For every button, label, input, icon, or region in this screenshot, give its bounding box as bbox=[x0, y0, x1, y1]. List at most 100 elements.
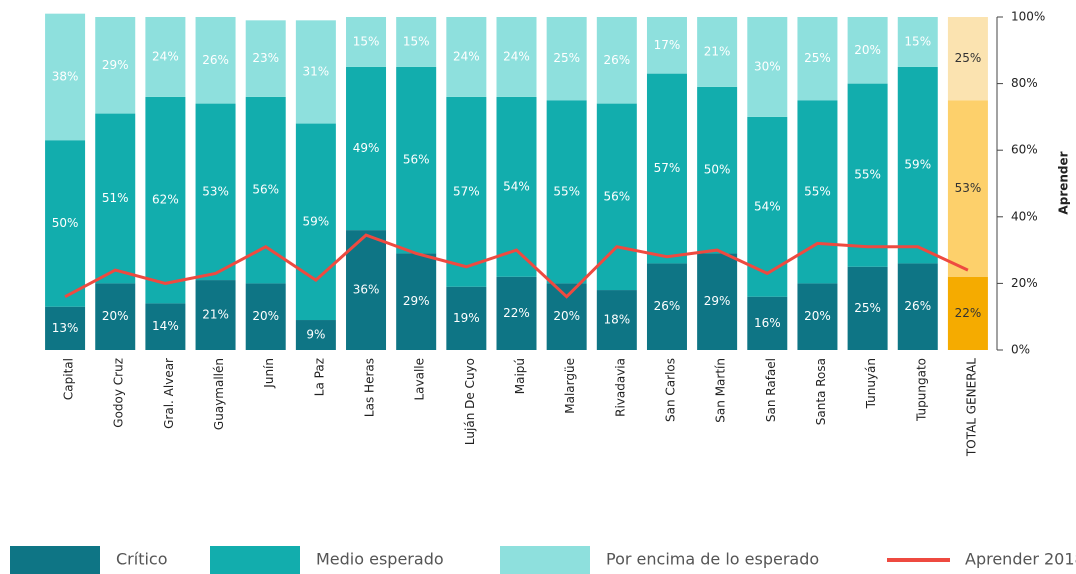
data-label: 20% bbox=[252, 309, 279, 323]
bar-segment bbox=[947, 276, 988, 350]
bar-segment bbox=[145, 96, 186, 304]
data-label: 26% bbox=[603, 53, 630, 67]
x-tick-label: Las Heras bbox=[363, 358, 377, 417]
bar-segment bbox=[496, 17, 537, 97]
bar-segment bbox=[797, 17, 838, 101]
data-label: 56% bbox=[603, 189, 630, 203]
x-tick-label: San Carlos bbox=[663, 358, 677, 422]
bar-segment bbox=[546, 283, 587, 350]
data-label: 20% bbox=[854, 43, 881, 57]
bar-segment bbox=[847, 83, 888, 267]
legend-swatch bbox=[10, 546, 100, 574]
y-tick-label: 80% bbox=[1011, 76, 1038, 90]
data-label: 15% bbox=[904, 34, 931, 48]
x-tick-label: TOTAL GENERAL bbox=[964, 358, 978, 457]
data-label: 26% bbox=[202, 53, 229, 67]
bar-segment bbox=[596, 290, 637, 350]
data-label: 24% bbox=[453, 49, 480, 63]
bar-segment bbox=[697, 86, 738, 254]
data-label: 25% bbox=[804, 51, 831, 65]
data-label: 24% bbox=[152, 49, 179, 63]
x-tick-label: San Martín bbox=[714, 358, 728, 423]
data-label: 51% bbox=[102, 191, 129, 205]
bar-segment bbox=[897, 66, 938, 264]
legend-swatch bbox=[210, 546, 300, 574]
data-label: 21% bbox=[202, 308, 229, 322]
data-label: 59% bbox=[303, 214, 330, 228]
data-label: 15% bbox=[403, 34, 430, 48]
x-tick-label: Guaymallén bbox=[212, 358, 226, 430]
bar-segment bbox=[496, 276, 537, 350]
data-label: 50% bbox=[52, 216, 79, 230]
y-tick-label: 60% bbox=[1011, 143, 1038, 157]
bar-segment bbox=[446, 286, 487, 350]
data-label: 36% bbox=[353, 283, 380, 297]
x-tick-label: Gral. Alvear bbox=[162, 358, 176, 429]
y-tick-label: 20% bbox=[1011, 276, 1038, 290]
x-tick-label: Maipú bbox=[513, 358, 527, 394]
bar-segment bbox=[596, 17, 637, 104]
legend-label: Medio esperado bbox=[316, 550, 444, 569]
bar-segment bbox=[95, 113, 136, 284]
bar-segment bbox=[45, 306, 86, 350]
x-tick-label: Tupungato bbox=[914, 358, 928, 422]
bar-segment bbox=[346, 17, 387, 67]
data-label: 20% bbox=[553, 309, 580, 323]
data-label: 15% bbox=[353, 34, 380, 48]
line bbox=[64, 233, 969, 299]
bar-segment bbox=[797, 283, 838, 350]
data-label: 54% bbox=[754, 199, 781, 213]
bar-segment bbox=[195, 280, 236, 350]
data-label: 16% bbox=[754, 316, 781, 330]
data-label: 62% bbox=[152, 193, 179, 207]
data-label: 30% bbox=[754, 59, 781, 73]
bar-segment bbox=[897, 17, 938, 67]
data-label: 56% bbox=[252, 183, 279, 197]
data-label: 49% bbox=[353, 141, 380, 155]
x-tick-label: Luján De Cuyo bbox=[463, 358, 477, 445]
data-label: 53% bbox=[955, 181, 982, 195]
bar-segment bbox=[95, 17, 136, 114]
data-label: 14% bbox=[152, 319, 179, 333]
y-tick-label: 100% bbox=[1011, 10, 1045, 24]
x-tick-label: Malargüe bbox=[563, 358, 577, 414]
data-label: 57% bbox=[453, 184, 480, 198]
x-tick-label: Junín bbox=[262, 358, 276, 389]
bar-segment bbox=[45, 13, 86, 141]
bar-segment bbox=[546, 17, 587, 101]
data-label: 31% bbox=[303, 64, 330, 78]
x-tick-label: Tunuyán bbox=[864, 358, 878, 409]
data-label: 54% bbox=[503, 179, 530, 193]
data-label: 25% bbox=[854, 301, 881, 315]
bar-segment bbox=[145, 303, 186, 350]
bar-segment bbox=[697, 253, 738, 350]
bar-segment bbox=[145, 17, 186, 97]
data-label: 25% bbox=[955, 51, 982, 65]
bar-segment bbox=[245, 283, 286, 350]
data-label: 23% bbox=[252, 51, 279, 65]
x-tick-label: Lavalle bbox=[413, 358, 427, 401]
bar-segment bbox=[646, 263, 687, 350]
bar-segment bbox=[195, 17, 236, 104]
x-tick-label: San Rafael bbox=[764, 358, 778, 422]
bar-segment bbox=[697, 17, 738, 87]
data-label: 20% bbox=[102, 309, 129, 323]
bar-segment bbox=[45, 140, 86, 307]
bar-segment bbox=[496, 96, 537, 277]
bar-segment bbox=[546, 100, 587, 284]
data-label: 29% bbox=[403, 294, 430, 308]
x-tick-label: Santa Rosa bbox=[814, 358, 828, 425]
bar-segment bbox=[396, 66, 437, 254]
y-axis-label: Aprender bbox=[1057, 151, 1071, 214]
bar-segment bbox=[646, 73, 687, 264]
bar-segment bbox=[95, 283, 136, 350]
bar-segment bbox=[346, 66, 387, 231]
data-label: 25% bbox=[553, 51, 580, 65]
bar-segment bbox=[295, 20, 336, 124]
x-tick-label: Godoy Cruz bbox=[112, 358, 126, 428]
legend-label: Crítico bbox=[116, 550, 168, 569]
bar-segment bbox=[195, 103, 236, 281]
x-tick-label: La Paz bbox=[312, 358, 326, 396]
